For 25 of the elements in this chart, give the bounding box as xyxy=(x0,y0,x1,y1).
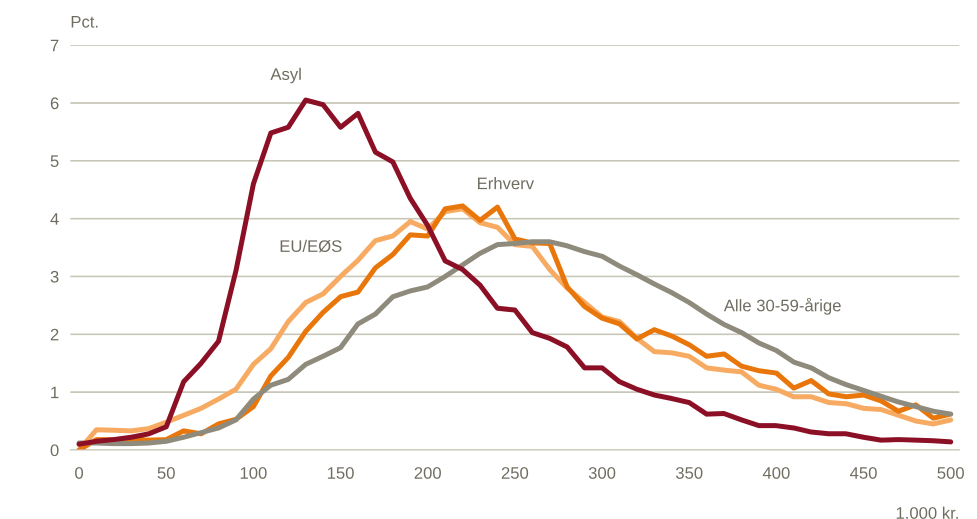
x-tick-label: 400 xyxy=(762,467,790,479)
x-tick-label: 450 xyxy=(850,467,877,479)
x-tick-label: 200 xyxy=(414,467,441,479)
series-label: Asyl xyxy=(270,68,301,84)
y-axis-title: Pct. xyxy=(72,16,98,28)
x-tick-label: 50 xyxy=(158,467,175,479)
y-tick-label: 3 xyxy=(50,270,58,283)
x-tick-label: 150 xyxy=(328,467,354,479)
series-label: Erhverv xyxy=(478,177,534,190)
x-axis-title: 1.000 kr. xyxy=(896,506,958,519)
y-tick-label: 0 xyxy=(50,444,59,456)
x-tick-label: 350 xyxy=(676,467,702,479)
y-tick-label: 4 xyxy=(50,213,59,225)
x-tick-label: 250 xyxy=(502,467,528,479)
x-tick-label: 100 xyxy=(240,467,267,479)
y-tick-label: 2 xyxy=(50,328,58,340)
x-tick-label: 0 xyxy=(75,467,84,479)
y-tick-label: 1 xyxy=(51,386,58,398)
y-tick-label: 7 xyxy=(50,40,58,52)
series-label: EU/EØS xyxy=(280,240,342,252)
series-label: Alle 30-59-årige xyxy=(724,298,841,315)
y-tick-label: 6 xyxy=(50,97,58,110)
y-tick-label: 5 xyxy=(50,155,59,168)
x-tick-label: 300 xyxy=(588,467,616,479)
x-tick-label: 500 xyxy=(937,467,964,479)
